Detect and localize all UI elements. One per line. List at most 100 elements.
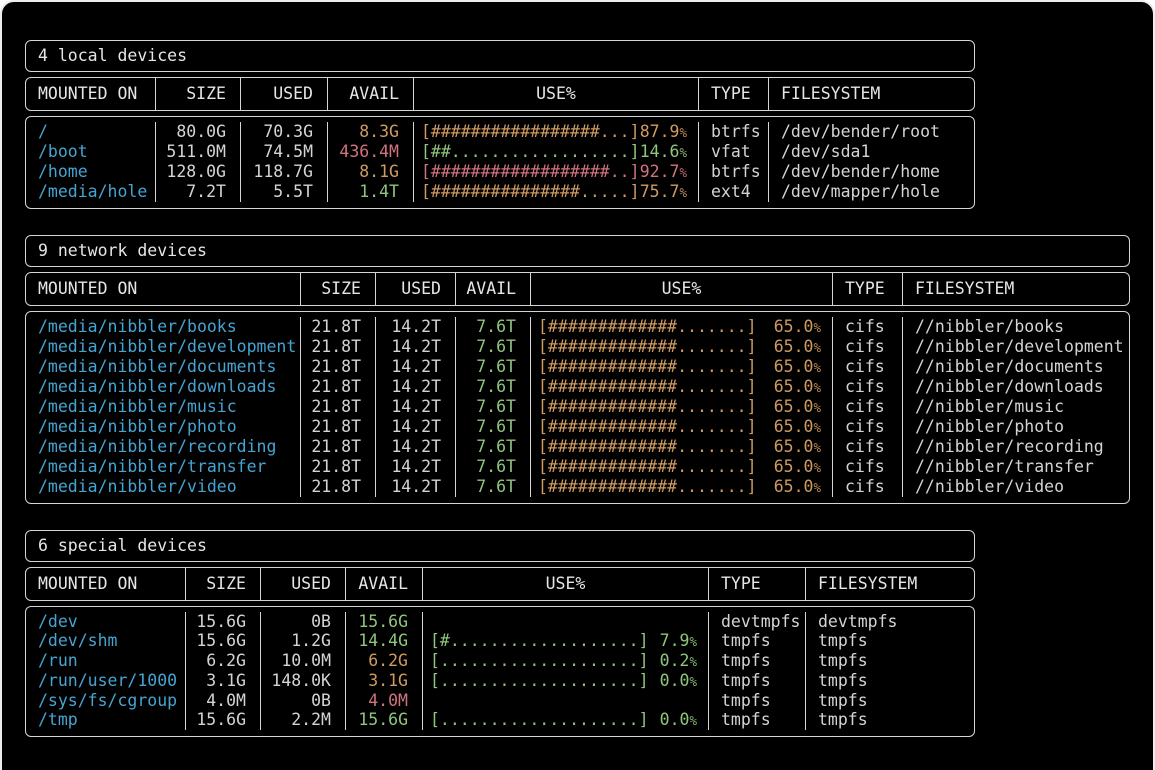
usage-percent: 65.0% <box>773 357 821 376</box>
usage-bar: [#############.......] <box>538 377 757 396</box>
mount-point: /dev <box>26 612 186 631</box>
usage-cell <box>423 691 709 710</box>
usage-bar: [#############.......] <box>538 457 757 476</box>
size-value: 15.6G <box>186 710 261 730</box>
col-header-size: SIZE <box>186 568 261 600</box>
usage-cell: [#############.......] 65.0% <box>531 417 833 437</box>
col-header-type: TYPE <box>699 78 769 110</box>
col-header-type: TYPE <box>709 568 806 600</box>
usage-percent: 75.7% <box>639 182 687 201</box>
mount-point: /boot <box>26 142 156 162</box>
usage-bar: [#############.......] <box>538 397 757 416</box>
mount-point: /tmp <box>26 710 186 730</box>
avail-value: 15.6G <box>346 612 423 631</box>
avail-value: 7.6T <box>456 457 531 477</box>
fs-type: tmpfs <box>709 710 806 730</box>
filesystem: //nibbler/recording <box>915 437 1104 456</box>
filesystem: tmpfs <box>818 671 868 690</box>
usage-cell: [#############.......] 65.0% <box>531 337 833 357</box>
fs-type: tmpfs <box>709 651 806 671</box>
usage-cell: [#############.......] 65.0% <box>531 377 833 397</box>
used-value: 0B <box>261 612 346 631</box>
mount-point: /dev/shm <box>26 631 186 651</box>
fs-type: cifs <box>833 357 903 377</box>
fs-type: ext4 <box>699 182 769 202</box>
avail-value: 7.6T <box>456 417 531 437</box>
fs-type: cifs <box>833 417 903 437</box>
avail-value: 7.6T <box>456 317 531 337</box>
col-header-type: TYPE <box>833 273 903 305</box>
col-header-avail: AVAIL <box>346 568 423 600</box>
avail-value: 7.6T <box>456 337 531 357</box>
special-devices-table: 6 special devices MOUNTED ON SIZE USED AVAI… <box>25 530 975 737</box>
filesystem: devtmpfs <box>818 612 898 631</box>
col-header-mounted-on: MOUNTED ON <box>26 568 186 600</box>
filesystem: /dev/bender/home <box>781 162 940 181</box>
avail-value: 4.0M <box>346 691 423 710</box>
size-value: 21.8T <box>301 457 376 477</box>
used-value: 14.2T <box>376 477 456 497</box>
avail-value: 436.4M <box>328 142 414 162</box>
usage-bar: [....................] <box>430 671 649 690</box>
used-value: 2.2M <box>261 710 346 730</box>
col-header-mounted-on: MOUNTED ON <box>26 78 156 110</box>
usage-cell: [##..................] 14.6% <box>414 142 699 162</box>
usage-cell <box>423 612 709 631</box>
col-header-avail: AVAIL <box>456 273 531 305</box>
fs-type: tmpfs <box>709 691 806 710</box>
col-header-filesystem: FILESYSTEM <box>781 84 881 103</box>
usage-bar: [....................] <box>430 710 649 729</box>
col-header-filesystem: FILESYSTEM <box>915 279 1015 298</box>
size-value: 21.8T <box>301 377 376 397</box>
used-value: 1.2G <box>261 631 346 651</box>
usage-cell: [#############.......] 65.0% <box>531 437 833 457</box>
local-devices-title-box: 4 local devices <box>25 40 975 72</box>
filesystem: //nibbler/photo <box>915 417 1065 436</box>
size-value: 21.8T <box>301 337 376 357</box>
filesystem: //nibbler/transfer <box>915 457 1094 476</box>
usage-percent: 65.0% <box>773 337 821 356</box>
size-value: 6.2G <box>186 651 261 671</box>
fs-type: cifs <box>833 477 903 497</box>
usage-cell: [#############.......] 65.0% <box>531 457 833 477</box>
usage-bar: [....................] <box>430 651 649 670</box>
mount-point: /sys/fs/cgroup <box>26 691 186 710</box>
table-title: 6 special devices <box>38 536 207 555</box>
mount-point: /media/nibbler/transfer <box>26 457 301 477</box>
usage-bar: [#############.......] <box>538 437 757 456</box>
usage-bar: [##..................] <box>421 142 640 161</box>
avail-value: 7.6T <box>456 377 531 397</box>
fs-type: tmpfs <box>709 631 806 651</box>
fs-type: vfat <box>699 142 769 162</box>
table-title: 4 local devices <box>38 46 188 65</box>
usage-percent: 0.2% <box>659 651 697 670</box>
col-header-used: USED <box>241 78 328 110</box>
fs-type: cifs <box>833 437 903 457</box>
size-value: 15.6G <box>186 612 261 631</box>
network-devices-body: /media/nibbler/books 21.8T 14.2T 7.6T [#####… <box>25 311 1130 504</box>
size-value: 128.0G <box>156 162 241 182</box>
table-title: 9 network devices <box>38 241 207 260</box>
usage-percent: 65.0% <box>773 477 821 496</box>
used-value: 14.2T <box>376 377 456 397</box>
avail-value: 7.6T <box>456 397 531 417</box>
fs-type: cifs <box>833 337 903 357</box>
usage-cell: [###############.....] 75.7% <box>414 182 699 202</box>
mount-point: /run <box>26 651 186 671</box>
col-header-avail: AVAIL <box>328 78 414 110</box>
mount-point: /media/nibbler/video <box>26 477 301 497</box>
col-header-used: USED <box>261 568 346 600</box>
usage-percent: 65.0% <box>773 437 821 456</box>
usage-bar: [###############.....] <box>421 182 640 201</box>
size-value: 21.8T <box>301 417 376 437</box>
usage-cell: [....................] 0.0% <box>423 671 709 691</box>
used-value: 74.5M <box>241 142 328 162</box>
local-devices-table: 4 local devices MOUNTED ON SIZE USED AVAIL U… <box>25 40 975 209</box>
filesystem: //nibbler/books <box>915 317 1065 336</box>
avail-value: 7.6T <box>456 477 531 497</box>
size-value: 80.0G <box>156 122 241 142</box>
fs-type: btrfs <box>699 122 769 142</box>
filesystem: //nibbler/music <box>915 397 1065 416</box>
usage-bar: [#################...] <box>421 122 640 141</box>
used-value: 14.2T <box>376 357 456 377</box>
